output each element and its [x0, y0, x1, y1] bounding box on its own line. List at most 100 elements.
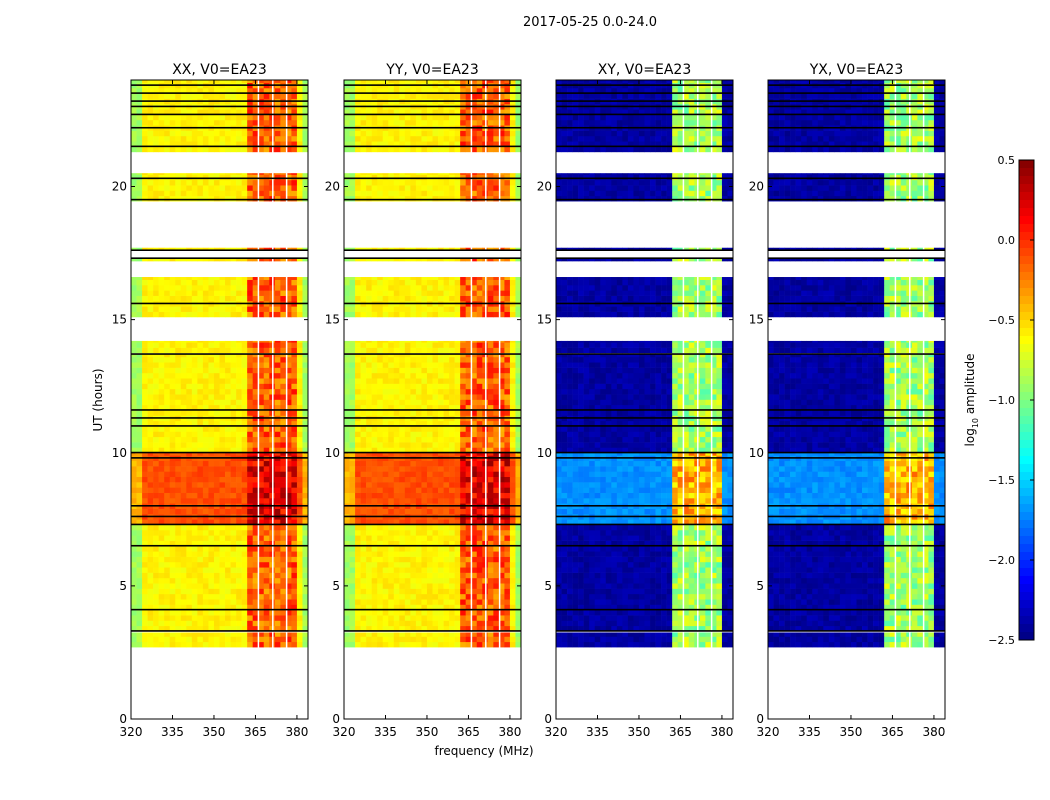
- heatmap-cell: [471, 340, 478, 343]
- heatmap-cell: [280, 615, 287, 621]
- heatmap-cell: [388, 354, 395, 358]
- heatmap-cell: [169, 87, 176, 94]
- heatmap-cell: [393, 410, 400, 416]
- heatmap-cell: [487, 519, 494, 525]
- heatmap-cell: [274, 567, 281, 573]
- heatmap-cell: [498, 641, 505, 648]
- heatmap-cell: [153, 185, 159, 191]
- heatmap-cell: [355, 583, 361, 589]
- heatmap-cell: [230, 492, 237, 499]
- heatmap-cell: [432, 290, 439, 296]
- heatmap-cell: [438, 529, 444, 536]
- heatmap-cell: [360, 372, 367, 379]
- heatmap-cell: [247, 93, 253, 99]
- heatmap-cell: [509, 354, 516, 358]
- heatmap-cell: [498, 632, 505, 637]
- heatmap-cell: [454, 340, 461, 343]
- heatmap-cell: [147, 599, 154, 605]
- heatmap-cell: [274, 615, 281, 621]
- heatmap-cell: [258, 540, 265, 547]
- heatmap-cell: [493, 436, 500, 443]
- heatmap-cell: [476, 311, 483, 318]
- heatmap-cell: [393, 583, 400, 589]
- heatmap-cell: [142, 185, 148, 191]
- heatmap-cell: [404, 452, 411, 456]
- heatmap-cell: [296, 471, 303, 478]
- heatmap-cell: [443, 556, 450, 563]
- heatmap-cell: [131, 306, 137, 312]
- heatmap-cell: [175, 436, 182, 443]
- heatmap-cell: [263, 471, 270, 478]
- heatmap-cell: [197, 620, 204, 627]
- heatmap-cell: [377, 625, 384, 632]
- heatmap-cell: [230, 173, 237, 175]
- heatmap-cell: [465, 394, 472, 400]
- heatmap-cell: [404, 471, 411, 478]
- heatmap-cell: [274, 636, 281, 643]
- heatmap-cell: [164, 460, 171, 467]
- heatmap-cell: [460, 577, 466, 584]
- heatmap-cell: [360, 426, 367, 432]
- heatmap-cell: [426, 471, 433, 478]
- heatmap-cell: [219, 593, 226, 600]
- heatmap-cell: [498, 383, 505, 390]
- heatmap-cell: [258, 114, 265, 121]
- heatmap-cell: [241, 372, 248, 379]
- heatmap-cell: [208, 279, 215, 286]
- heatmap-cell: [443, 388, 450, 395]
- heatmap-cell: [493, 551, 500, 557]
- heatmap-cell: [285, 426, 292, 432]
- heatmap-cell: [131, 119, 137, 126]
- heatmap-cell: [498, 436, 505, 443]
- heatmap-cell: [180, 615, 187, 621]
- heatmap-cell: [180, 632, 187, 637]
- heatmap-cell: [153, 285, 159, 291]
- heatmap-cell: [230, 519, 237, 525]
- heatmap-cell: [476, 285, 483, 291]
- heatmap-cell: [296, 609, 303, 616]
- heatmap-cell: [131, 466, 137, 472]
- heatmap-cell: [291, 372, 298, 379]
- heatmap-cell: [454, 290, 461, 296]
- heatmap-cell: [230, 551, 237, 557]
- heatmap-cell: [498, 588, 505, 595]
- heatmap-cell: [504, 482, 511, 488]
- heatmap-cell: [252, 135, 259, 142]
- heatmap-cell: [280, 388, 287, 395]
- heatmap-cell: [213, 190, 220, 197]
- heatmap-cell: [230, 93, 237, 99]
- heatmap-cell: [471, 620, 478, 627]
- heatmap-cell: [432, 588, 439, 595]
- heatmap-cell: [247, 561, 253, 568]
- heatmap-cell: [274, 431, 281, 438]
- heatmap-cell: [158, 394, 165, 400]
- heatmap-cell: [366, 551, 372, 557]
- heatmap-cell: [164, 340, 171, 343]
- heatmap-cell: [377, 540, 384, 547]
- heatmap-cell: [191, 347, 198, 354]
- heatmap-cell: [164, 141, 171, 147]
- heatmap-cell: [415, 356, 422, 363]
- heatmap-cell: [432, 447, 439, 454]
- heatmap-cell: [415, 625, 422, 632]
- heatmap-cell: [136, 185, 143, 191]
- heatmap-cell: [371, 362, 378, 368]
- heatmap-cell: [360, 632, 367, 637]
- heatmap-cell: [393, 466, 400, 472]
- heatmap-cell: [449, 285, 455, 291]
- flagged-time-line: [131, 126, 308, 129]
- flagged-channel: [285, 80, 288, 719]
- heatmap-cell: [291, 306, 298, 312]
- heatmap-cell: [175, 420, 182, 427]
- heatmap-cell: [197, 388, 204, 395]
- heatmap-cell: [285, 625, 292, 632]
- heatmap-cell: [302, 632, 309, 637]
- heatmap-cell: [432, 362, 439, 368]
- heatmap-cell: [366, 460, 372, 467]
- heatmap-cell: [393, 588, 400, 595]
- heatmap-cell: [274, 436, 281, 443]
- heatmap-cell: [415, 410, 422, 416]
- heatmap-cell: [219, 410, 226, 416]
- heatmap-cell: [487, 556, 494, 563]
